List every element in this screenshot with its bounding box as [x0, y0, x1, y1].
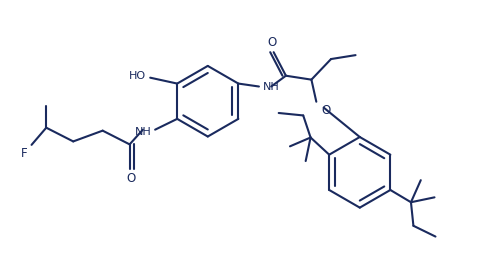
Text: O: O [126, 172, 136, 185]
Text: NH: NH [263, 83, 280, 92]
Text: HO: HO [128, 71, 146, 81]
Text: F: F [21, 147, 28, 160]
Text: O: O [268, 36, 277, 49]
Text: O: O [322, 104, 331, 117]
Text: NH: NH [134, 127, 151, 137]
